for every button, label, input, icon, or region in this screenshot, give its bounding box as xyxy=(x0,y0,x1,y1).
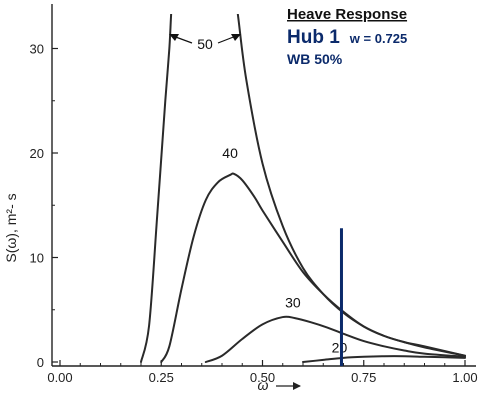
heave-response-annotation: Heave Response Hub 1 w = 0.725 WB 50% xyxy=(287,6,407,67)
curve-50-label: 50 xyxy=(197,36,213,52)
x-tick-label: 0.50 xyxy=(250,370,275,385)
x-axis-ticks: 0.00 0.25 0.50 0.75 1.00 xyxy=(47,360,478,385)
curve-50-annotation: 50 xyxy=(169,34,241,52)
x-tick-label: 0.75 xyxy=(351,370,376,385)
annotation-hub-line: Hub 1 w = 0.725 xyxy=(287,27,407,48)
series-40-label: 40 xyxy=(222,145,238,161)
x-tick-label: 0.25 xyxy=(149,370,174,385)
series-30-label: 30 xyxy=(285,295,301,311)
arrow-right-head-icon xyxy=(231,34,241,41)
annotation-title: Heave Response xyxy=(287,6,407,23)
series-20-label: 20 xyxy=(332,340,348,356)
x-axis-arrow-icon xyxy=(276,382,301,390)
y-tick-label: 20 xyxy=(30,146,44,161)
x-tick-label: 1.00 xyxy=(452,370,477,385)
annotation-hub: Hub 1 xyxy=(287,27,340,48)
y-tick-label: 0 xyxy=(37,355,44,370)
y-axis-title: S(ω), m²- s xyxy=(3,193,19,262)
y-axis-ticks: 0 10 20 30 xyxy=(30,42,58,370)
x-tick-label: 0.00 xyxy=(47,370,72,385)
annotation-w: w = 0.725 xyxy=(349,31,407,46)
x-axis-title: ω xyxy=(258,377,269,393)
series-30-line xyxy=(204,315,466,363)
curve-labels: 40 30 20 xyxy=(222,145,347,355)
series-40-line xyxy=(160,172,466,363)
annotation-wb: WB 50% xyxy=(287,51,343,67)
arrow-left-head-icon xyxy=(169,34,179,41)
y-tick-label: 10 xyxy=(30,251,44,266)
series-20-line xyxy=(302,355,466,363)
y-tick-label: 30 xyxy=(30,42,44,57)
axes xyxy=(51,4,476,367)
curves xyxy=(140,14,466,363)
